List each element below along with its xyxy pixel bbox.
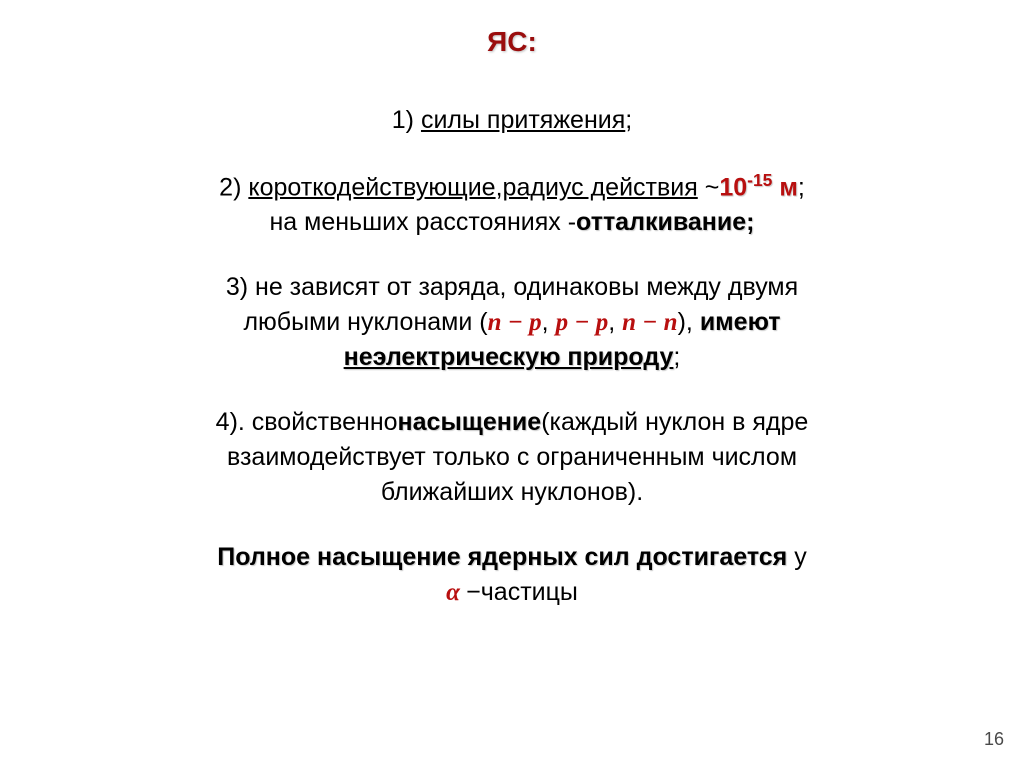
p3-c2: , — [608, 308, 622, 336]
p1-suffix: ; — [625, 106, 632, 134]
point-3-line2: любыми нуклонами (n − p, p − p, n − n), … — [30, 306, 994, 339]
p2-l2-b: отталкивание; — [576, 208, 754, 236]
p3-end: ; — [673, 343, 680, 371]
p4-a: 4). свойственно — [216, 408, 398, 436]
p3-c1: , — [542, 308, 556, 336]
p2-exp-sup: -15 — [747, 170, 772, 190]
p2-semi: ; — [798, 173, 805, 201]
p4-b: насыщение — [398, 408, 542, 436]
p3-math-2: p − p — [556, 309, 609, 336]
point-3-line1: 3) не зависят от заряда, одинаковы между… — [30, 271, 994, 304]
p2-unit: м — [772, 173, 797, 201]
p1-text: силы притяжения — [421, 106, 625, 134]
point-4-line1: 4). свойственнонасыщение(каждый нуклон в… — [30, 406, 994, 439]
p2-comma: , — [496, 173, 503, 201]
p5-b: у — [794, 543, 807, 571]
slide-content: ЯС: 1) силы притяжения; 2) короткодейств… — [0, 0, 1024, 768]
p3-a: 3) не зависят от заряда, одинаковы между… — [226, 273, 798, 301]
p3-bold1: имеют — [700, 308, 781, 336]
p2-u2: радиус действия — [503, 173, 698, 201]
p2-tilde: ~ — [698, 173, 720, 201]
point-2-line2: на меньших расстояниях -отталкивание; — [30, 206, 994, 239]
p3-b-pre: любыми нуклонами ( — [243, 308, 487, 336]
p3-bold2: неэлектрическую природу — [344, 343, 674, 371]
p2-l2-a: на меньших расстояниях - — [270, 208, 577, 236]
point-1: 1) силы притяжения; — [30, 104, 994, 137]
point-4-line2: взаимодействует только с ограниченным чи… — [30, 441, 994, 474]
p2-u1: короткодействующие — [248, 173, 495, 201]
p2-exp-base: 10 — [719, 173, 747, 201]
p4-c: (каждый нуклон в ядре — [541, 408, 808, 436]
point-3-line3: неэлектрическую природу; — [30, 341, 994, 374]
p3-b-post: ), — [678, 308, 700, 336]
point-2-line1: 2) короткодействующие,радиус действия ~1… — [30, 169, 994, 204]
p5-alpha: α — [446, 579, 466, 606]
slide-title: ЯС: — [30, 26, 994, 58]
p4-l3: ближайших нуклонов). — [381, 478, 643, 506]
p5-c: −частицы — [466, 578, 578, 606]
p3-math-3: n − n — [622, 309, 677, 336]
p3-math-1: n − p — [488, 309, 542, 336]
point-4-line3: ближайших нуклонов). — [30, 476, 994, 509]
p2-prefix: 2) — [219, 173, 248, 201]
point-5-line2: α −частицы — [30, 576, 994, 609]
p5-a: Полное насыщение ядерных сил достигается — [217, 543, 794, 571]
p1-prefix: 1) — [392, 106, 421, 134]
page-number: 16 — [984, 729, 1004, 750]
point-5-line1: Полное насыщение ядерных сил достигается… — [30, 541, 994, 574]
p4-l2: взаимодействует только с ограниченным чи… — [227, 443, 797, 471]
